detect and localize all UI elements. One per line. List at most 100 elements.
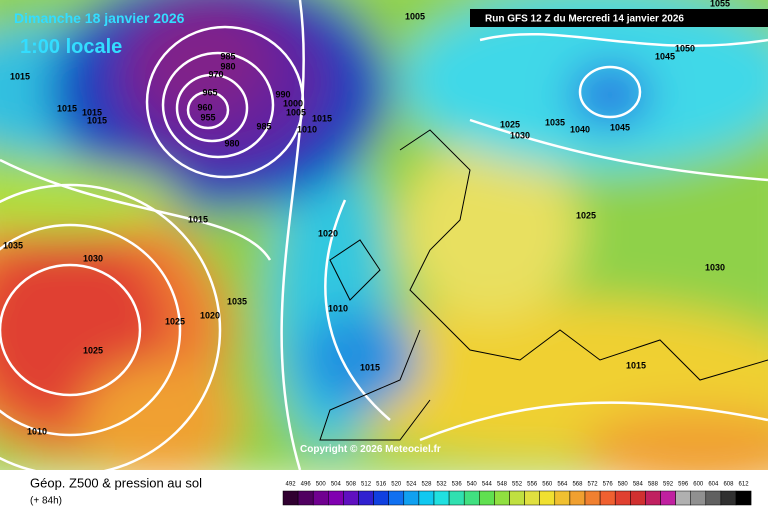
colorbar-swatch — [358, 490, 374, 506]
colorbar-label: 592 — [663, 482, 674, 488]
colorbar-label: 508 — [346, 482, 357, 488]
colorbar-label: 556 — [527, 482, 538, 488]
colorbar-swatch — [418, 490, 435, 506]
colorbar-label: 520 — [391, 482, 402, 488]
colorbar-swatch — [735, 490, 752, 506]
isobar-label: 985 — [256, 121, 271, 131]
colorbar-swatch — [539, 490, 556, 506]
isobar-label: 980 — [220, 61, 235, 71]
footer-lead: (+ 84h) — [30, 496, 62, 507]
isobar-label: 1015 — [626, 360, 646, 370]
colorbar-swatch — [479, 490, 495, 506]
colorbar-label: 524 — [406, 482, 417, 488]
isobar-label: 1050 — [675, 43, 695, 53]
colorbar-label: 568 — [572, 482, 583, 488]
colorbar-label: 532 — [437, 482, 448, 488]
colorbar-label: 580 — [618, 482, 629, 488]
isobar-label: 1015 — [82, 107, 102, 117]
isobar-label: 1035 — [3, 240, 23, 250]
isobar-label: 1000 — [283, 98, 303, 108]
isobar-label: 955 — [200, 112, 215, 122]
isobar-label: 985 — [220, 51, 235, 61]
colorbar-swatch — [448, 490, 465, 506]
colorbar-swatch — [388, 490, 405, 506]
colorbar-swatch — [705, 490, 722, 506]
valid-date: Dimanche 18 janvier 2026 — [14, 10, 185, 26]
copyright: Copyright © 2026 Meteociel.fr — [300, 444, 441, 455]
colorbar-swatch — [675, 490, 691, 506]
colorbar-label: 504 — [331, 482, 342, 488]
isobar-label: 1015 — [312, 113, 332, 123]
isobar-label: 1040 — [570, 124, 590, 134]
field — [0, 0, 768, 490]
isobar-label: 1030 — [83, 253, 103, 263]
colorbar-swatch — [614, 490, 631, 506]
colorbar-swatch — [403, 490, 420, 506]
colorbar-swatch — [645, 490, 661, 506]
isobar-label: 1005 — [405, 11, 425, 21]
isobar-label: 1015 — [188, 214, 208, 224]
colorbar-label: 516 — [376, 482, 387, 488]
colorbar-swatch — [343, 490, 359, 506]
isobars — [0, 0, 768, 475]
colorbar-swatch — [554, 490, 571, 506]
isobar-label: 1025 — [576, 210, 596, 220]
isobar-label: 1015 — [10, 71, 30, 81]
isobar-label: 970 — [208, 69, 223, 79]
isobar-label: 960 — [197, 102, 212, 112]
colorbar-label: 608 — [723, 482, 734, 488]
colorbar-swatch — [463, 490, 480, 506]
colorbar-label: 492 — [286, 482, 297, 488]
colorbar-label: 496 — [301, 482, 312, 488]
isobar-label: 1015 — [360, 362, 380, 372]
colorbar-swatch — [509, 490, 525, 506]
isobar-label: 990 — [275, 89, 290, 99]
colorbar-label: 600 — [693, 482, 704, 488]
isobar-label: 1020 — [318, 228, 338, 238]
isobar-label: 965 — [202, 87, 217, 97]
colorbar-swatch — [282, 490, 299, 506]
colorbar-label: 500 — [316, 482, 327, 488]
colorbar-label: 528 — [421, 482, 432, 488]
footer-title: Géop. Z500 & pression au sol — [30, 475, 202, 490]
colorbar-label: 544 — [482, 482, 493, 488]
colorbar-label: 512 — [361, 482, 372, 488]
isobar-label: 1025 — [500, 119, 520, 129]
colorbar-label: 596 — [678, 482, 689, 488]
isobar-label: 1010 — [27, 426, 47, 436]
colorbar-swatch — [569, 490, 586, 506]
colorbar-label: 560 — [542, 482, 553, 488]
colorbar-label: 588 — [648, 482, 659, 488]
isobar-labels: 1005105510501045985980970965960955980985… — [3, 0, 730, 436]
colorbar-swatch — [373, 490, 389, 506]
isobar-label: 1010 — [297, 124, 317, 134]
local-time: 1:00 locale — [20, 36, 122, 58]
colorbar-swatch — [433, 490, 450, 506]
colorbar-swatch — [328, 490, 344, 506]
isobar-label: 1045 — [610, 122, 630, 132]
isobar-label: 1005 — [286, 107, 306, 117]
colorbar-label: 564 — [557, 482, 568, 488]
colorbar-swatch — [720, 490, 737, 506]
isobar-label: 1035 — [545, 117, 565, 127]
isobar-label: 1025 — [165, 316, 185, 326]
colorbar-label: 584 — [633, 482, 644, 488]
isobar-label: 1015 — [87, 115, 107, 125]
colorbar-swatch — [630, 490, 646, 506]
isobar-label: 1055 — [710, 0, 730, 8]
coastlines — [319, 129, 768, 441]
colorbar-swatch — [584, 490, 601, 506]
isobar-label: 1045 — [655, 51, 675, 61]
colorbar-label: 536 — [452, 482, 463, 488]
run-label: Run GFS 12 Z du Mercredi 14 janvier 2026 — [485, 14, 684, 25]
isobar-label: 1020 — [200, 310, 220, 320]
isobar-label: 1030 — [705, 262, 725, 272]
colorbar-swatch — [690, 490, 707, 506]
colorbar-label: 612 — [739, 482, 750, 488]
isobar-label: 1035 — [227, 296, 247, 306]
colorbar-swatch — [494, 490, 510, 506]
colorbar: 492 496 500 504 508 512 516 520 524 528 532 536 540 5… — [282, 482, 752, 506]
isobar-label: 1030 — [510, 130, 530, 140]
